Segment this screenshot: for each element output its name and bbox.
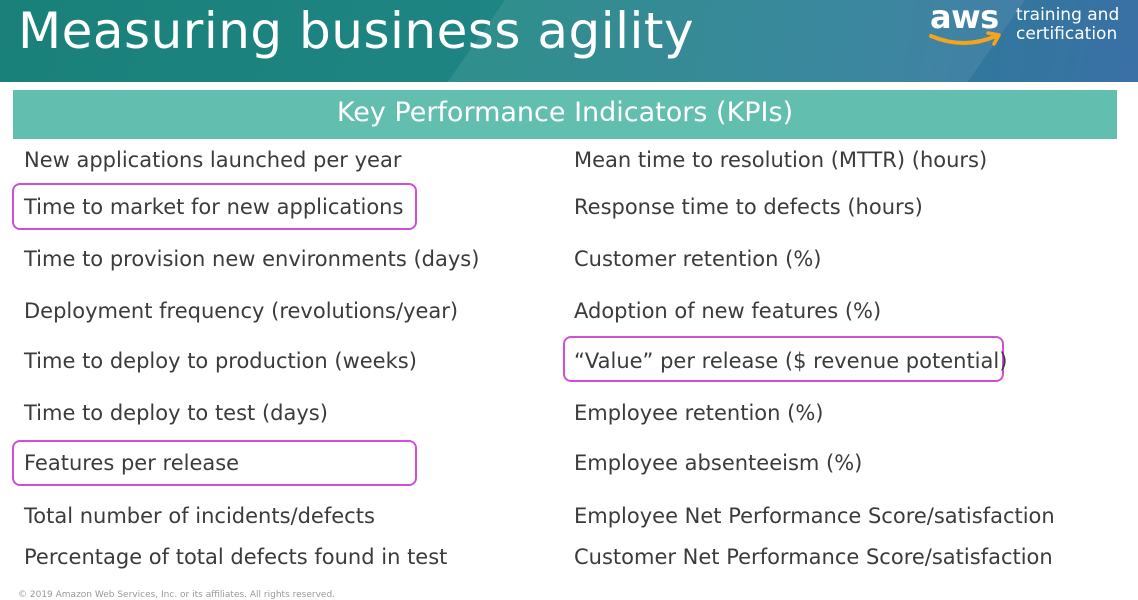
kpi-item-left: Time to market for new applications <box>24 195 404 219</box>
kpi-item-left: Time to provision new environments (days… <box>24 247 480 271</box>
copyright-footer: © 2019 Amazon Web Services, Inc. or its … <box>18 590 336 600</box>
kpi-item-right: Mean time to resolution (MTTR) (hours) <box>574 148 988 172</box>
kpi-item-left: Features per release <box>24 451 240 475</box>
kpi-item-right: “Value” per release ($ revenue potential… <box>574 349 1008 373</box>
kpi-item-left: Deployment frequency (revolutions/year) <box>24 299 459 323</box>
kpi-item-right: Customer Net Performance Score/satisfact… <box>574 545 1053 569</box>
kpi-item-right: Employee retention (%) <box>574 401 824 425</box>
kpi-item-left: Percentage of total defects found in tes… <box>24 545 448 569</box>
kpi-item-right: Adoption of new features (%) <box>574 299 882 323</box>
slide-title: Measuring business agility <box>18 2 695 60</box>
aws-smile-arrow-icon <box>929 31 1001 46</box>
slide-header: Measuring business agility aws training … <box>0 0 1138 82</box>
tagline-line-1: training and <box>1016 5 1120 25</box>
kpi-item-right: Customer retention (%) <box>574 247 822 271</box>
kpi-item-left: Total number of incidents/defects <box>24 504 375 528</box>
logo-tagline: training and certification <box>1016 6 1119 44</box>
aws-logo-word: aws <box>930 0 999 36</box>
highlight-box-features-per-release <box>12 440 417 486</box>
kpi-item-left: Time to deploy to test (days) <box>24 401 328 425</box>
highlight-box-time-to-market <box>12 183 417 230</box>
aws-training-logo: aws training and certification <box>928 0 1128 62</box>
kpi-section-heading: Key Performance Indicators (KPIs) <box>13 90 1117 139</box>
kpi-item-right: Employee Net Performance Score/satisfact… <box>574 504 1055 528</box>
tagline-line-2: certification <box>1016 24 1118 44</box>
kpi-item-left: Time to deploy to production (weeks) <box>24 349 417 373</box>
highlight-box-value-per-release <box>563 336 1004 382</box>
kpi-item-left: New applications launched per year <box>24 148 402 172</box>
kpi-item-right: Response time to defects (hours) <box>574 195 923 219</box>
kpi-item-right: Employee absenteeism (%) <box>574 451 863 475</box>
